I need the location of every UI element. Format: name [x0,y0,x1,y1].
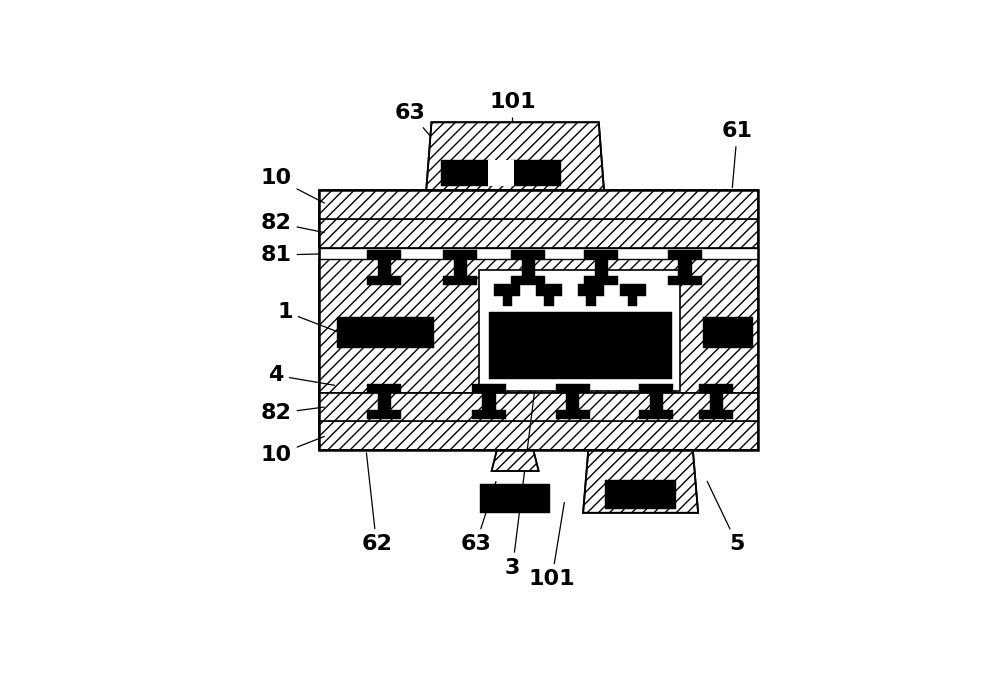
Bar [319,259,758,392]
Bar [441,160,490,186]
Bar [503,296,512,306]
Bar [367,250,401,259]
Polygon shape [583,450,698,513]
Bar [639,384,673,393]
Bar [605,480,676,509]
Bar [378,393,391,410]
Bar [472,410,506,419]
Bar [639,410,673,419]
Bar [488,160,514,186]
Text: 1: 1 [277,301,350,337]
Bar [337,316,434,348]
Bar [620,285,646,296]
Text: 82: 82 [261,403,324,424]
Bar [367,276,401,285]
Bar [556,384,590,393]
Bar [443,276,477,285]
Bar [479,270,680,391]
Bar [699,410,733,419]
Text: 63: 63 [395,103,453,163]
Bar [668,250,702,259]
Bar [699,384,733,393]
Bar [586,296,596,306]
Text: 10: 10 [261,437,324,465]
Text: 101: 101 [528,502,575,589]
Text: 62: 62 [361,453,392,554]
Bar [678,259,692,276]
Bar [703,316,753,348]
Bar [319,219,758,248]
Bar [650,393,663,410]
Bar [367,384,401,393]
Bar [584,276,618,285]
Text: 61: 61 [722,121,753,187]
Text: 10: 10 [261,168,324,203]
Text: 63: 63 [460,481,496,554]
Bar [556,410,590,419]
Text: 82: 82 [261,213,324,233]
Bar [454,259,467,276]
Bar [319,392,758,421]
Text: 5: 5 [707,481,745,554]
Bar [472,384,506,393]
Text: 81: 81 [261,245,335,265]
Bar [378,259,391,276]
Polygon shape [492,450,539,471]
Text: 6: 6 [551,124,580,155]
Bar [367,410,401,419]
Bar [628,296,637,306]
Bar [566,393,579,410]
Bar [443,250,477,259]
Bar [710,393,723,410]
Bar [511,276,545,285]
Bar [319,190,758,219]
Bar [584,250,618,259]
Bar [578,285,604,296]
Bar [511,250,545,259]
Bar [480,484,550,513]
Text: 101: 101 [489,92,536,160]
Bar [319,190,758,450]
Text: 3: 3 [505,382,536,578]
Bar [668,276,702,285]
Bar [522,259,535,276]
Bar [595,259,608,276]
Text: 4: 4 [268,365,335,385]
Bar [319,421,758,450]
Bar [482,393,496,410]
Bar [544,296,554,306]
Bar [494,285,520,296]
Bar [511,160,561,186]
Polygon shape [426,122,604,190]
Bar [489,312,672,380]
Bar [319,248,758,259]
Bar [536,285,562,296]
